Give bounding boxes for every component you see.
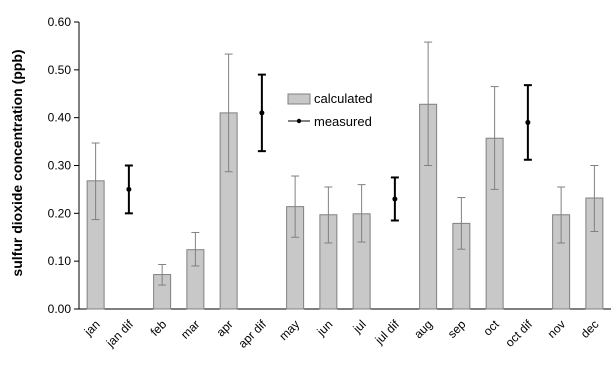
x-tick-label: aug xyxy=(411,317,435,341)
legend-point-marker xyxy=(296,118,302,124)
point-measured xyxy=(525,119,531,125)
x-tick-label: jul xyxy=(350,317,369,336)
y-tick-label: 0.60 xyxy=(48,15,72,29)
y-tick-label: 0.40 xyxy=(48,111,72,125)
plot-area: 0.00 0.10 0.20 0.30 0.40 0.50 0.60 jan jan dif fe… xyxy=(48,15,611,351)
x-tick-label: feb xyxy=(148,317,170,339)
x-tick-label: jan dif xyxy=(103,317,137,351)
x-tick-label: mar xyxy=(178,317,203,342)
y-axis-label: sulfur dioxide concentration (ppb) xyxy=(9,49,25,276)
x-tick-label: dec xyxy=(578,317,602,341)
y-tick-label: 0.30 xyxy=(48,159,72,173)
legend-label-measured: measured xyxy=(314,114,372,129)
y-tick-label: 0.50 xyxy=(48,63,72,77)
x-tick-label: oct dif xyxy=(502,317,535,350)
y-tick-label: 0.10 xyxy=(48,254,72,268)
y-tick-label: 0.20 xyxy=(48,206,72,220)
point-measured xyxy=(126,186,132,192)
point-measured xyxy=(392,196,398,202)
y-tick-label: 0.00 xyxy=(48,302,72,316)
x-tick-label: sep xyxy=(445,317,469,341)
legend: calculated measured xyxy=(287,91,373,129)
x-tick-label: nov xyxy=(545,317,569,341)
point-measured xyxy=(259,110,265,116)
x-tick-label: apr dif xyxy=(236,317,270,351)
x-tick-label: apr xyxy=(214,317,236,339)
x-tick-label: oct xyxy=(481,317,503,339)
x-tick-label: jul dif xyxy=(372,317,403,348)
x-tick-label: may xyxy=(276,317,302,343)
legend-label-calculated: calculated xyxy=(314,91,373,106)
x-tick-label: jun xyxy=(314,317,336,339)
legend-bar-swatch xyxy=(287,93,311,105)
x-tick-label: jan xyxy=(81,317,103,339)
